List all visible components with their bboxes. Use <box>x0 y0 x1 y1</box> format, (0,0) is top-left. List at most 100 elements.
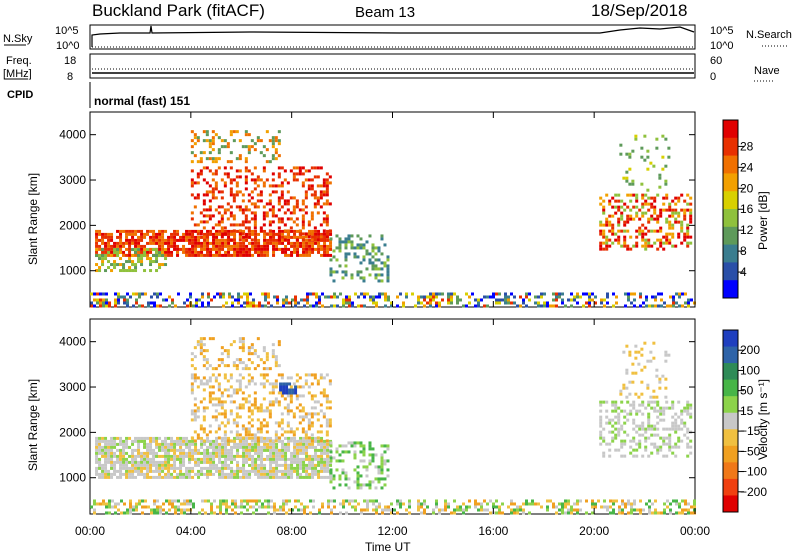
echo-cell <box>214 172 218 176</box>
echo-cell <box>338 246 342 250</box>
echo-cell <box>95 269 99 273</box>
echo-cell <box>153 499 156 503</box>
echo-cell <box>540 304 543 308</box>
echo-cell <box>234 298 237 302</box>
echo-cell <box>155 466 159 470</box>
echo-cell <box>196 193 200 197</box>
echo-cell <box>386 273 390 277</box>
echo-cell <box>603 298 606 302</box>
echo-cell <box>564 304 567 308</box>
echo-cell <box>235 364 239 368</box>
echo-cell <box>147 301 150 305</box>
echo-cell <box>253 181 257 185</box>
echo-cell <box>274 136 278 140</box>
echo-cell <box>301 415 305 419</box>
echo-cell <box>129 502 132 506</box>
echo-cell <box>444 499 447 503</box>
echo-cell <box>320 445 324 449</box>
echo-cell <box>621 508 624 512</box>
echo-cell <box>274 421 278 425</box>
echo-cell <box>194 463 198 467</box>
echo-cell <box>234 511 237 515</box>
echo-cell <box>302 436 306 440</box>
echo-cell <box>241 193 245 197</box>
echo-cell <box>202 430 206 434</box>
echo-cell <box>689 412 693 416</box>
echo-cell <box>231 502 234 506</box>
echo-cell <box>227 232 231 236</box>
echo-cell <box>665 217 669 221</box>
echo-cell <box>686 427 690 431</box>
echo-cell <box>202 376 206 380</box>
echo-cell <box>242 466 246 470</box>
echo-cell <box>223 211 227 215</box>
echo-cell <box>241 403 245 407</box>
echo-cell <box>256 430 260 434</box>
echo-cell <box>256 193 260 197</box>
echo-cell <box>311 445 315 449</box>
echo-cell <box>257 232 261 236</box>
echo-cell <box>374 477 378 481</box>
echo-cell <box>116 436 120 440</box>
echo-cell <box>218 238 222 242</box>
echo-cell <box>209 250 213 254</box>
echo-cell <box>602 208 606 212</box>
echo-cell <box>519 505 522 509</box>
echo-cell <box>259 430 263 434</box>
echo-cell <box>656 247 660 251</box>
echo-cell <box>561 292 564 296</box>
echo-cell <box>99 304 102 308</box>
echo-cell <box>296 244 300 248</box>
echo-cell <box>232 223 236 227</box>
echo-cell <box>254 445 258 449</box>
echo-cell <box>635 412 639 416</box>
echo-cell <box>274 148 278 152</box>
echo-cell <box>125 466 129 470</box>
echo-cell <box>579 499 582 503</box>
echo-cell <box>629 214 633 218</box>
echo-cell <box>242 235 246 239</box>
echo-cell <box>555 304 558 308</box>
echo-cell <box>576 508 579 512</box>
echo-cell <box>248 457 252 461</box>
echo-cell <box>196 415 200 419</box>
echo-cell <box>492 295 495 299</box>
echo-cell <box>617 220 621 224</box>
echo-cell <box>107 247 111 251</box>
echo-cell <box>344 483 348 487</box>
echo-cell <box>344 474 348 478</box>
echo-cell <box>314 229 318 233</box>
echo-cell <box>264 298 267 302</box>
echo-cell <box>611 403 615 407</box>
echo-cell <box>278 469 282 473</box>
echo-cell <box>197 250 201 254</box>
echo-cell <box>599 232 603 236</box>
echo-cell <box>289 409 293 413</box>
echo-cell <box>623 409 627 413</box>
echo-cell <box>247 199 251 203</box>
echo-cell <box>417 502 420 506</box>
echo-cell <box>359 270 363 274</box>
echo-cell <box>231 295 234 299</box>
echo-cell <box>265 148 269 152</box>
echo-cell <box>293 466 297 470</box>
echo-cell <box>242 448 246 452</box>
echo-cell <box>641 424 645 428</box>
echo-cell <box>167 253 171 257</box>
echo-cell <box>328 379 332 383</box>
echo-cell <box>339 511 342 515</box>
echo-cell <box>196 436 200 440</box>
echo-cell <box>258 499 261 503</box>
echo-cell <box>626 433 630 437</box>
echo-cell <box>289 430 293 434</box>
echo-cell <box>250 145 254 149</box>
echo-cell <box>672 301 675 305</box>
echo-cell <box>634 344 638 348</box>
echo-cell <box>304 382 308 386</box>
echo-cell <box>632 403 636 407</box>
echo-cell <box>219 505 222 509</box>
echo-cell <box>617 217 621 221</box>
echo-cell <box>396 502 399 506</box>
colorbar-block <box>723 330 738 348</box>
echo-cell <box>116 475 120 479</box>
